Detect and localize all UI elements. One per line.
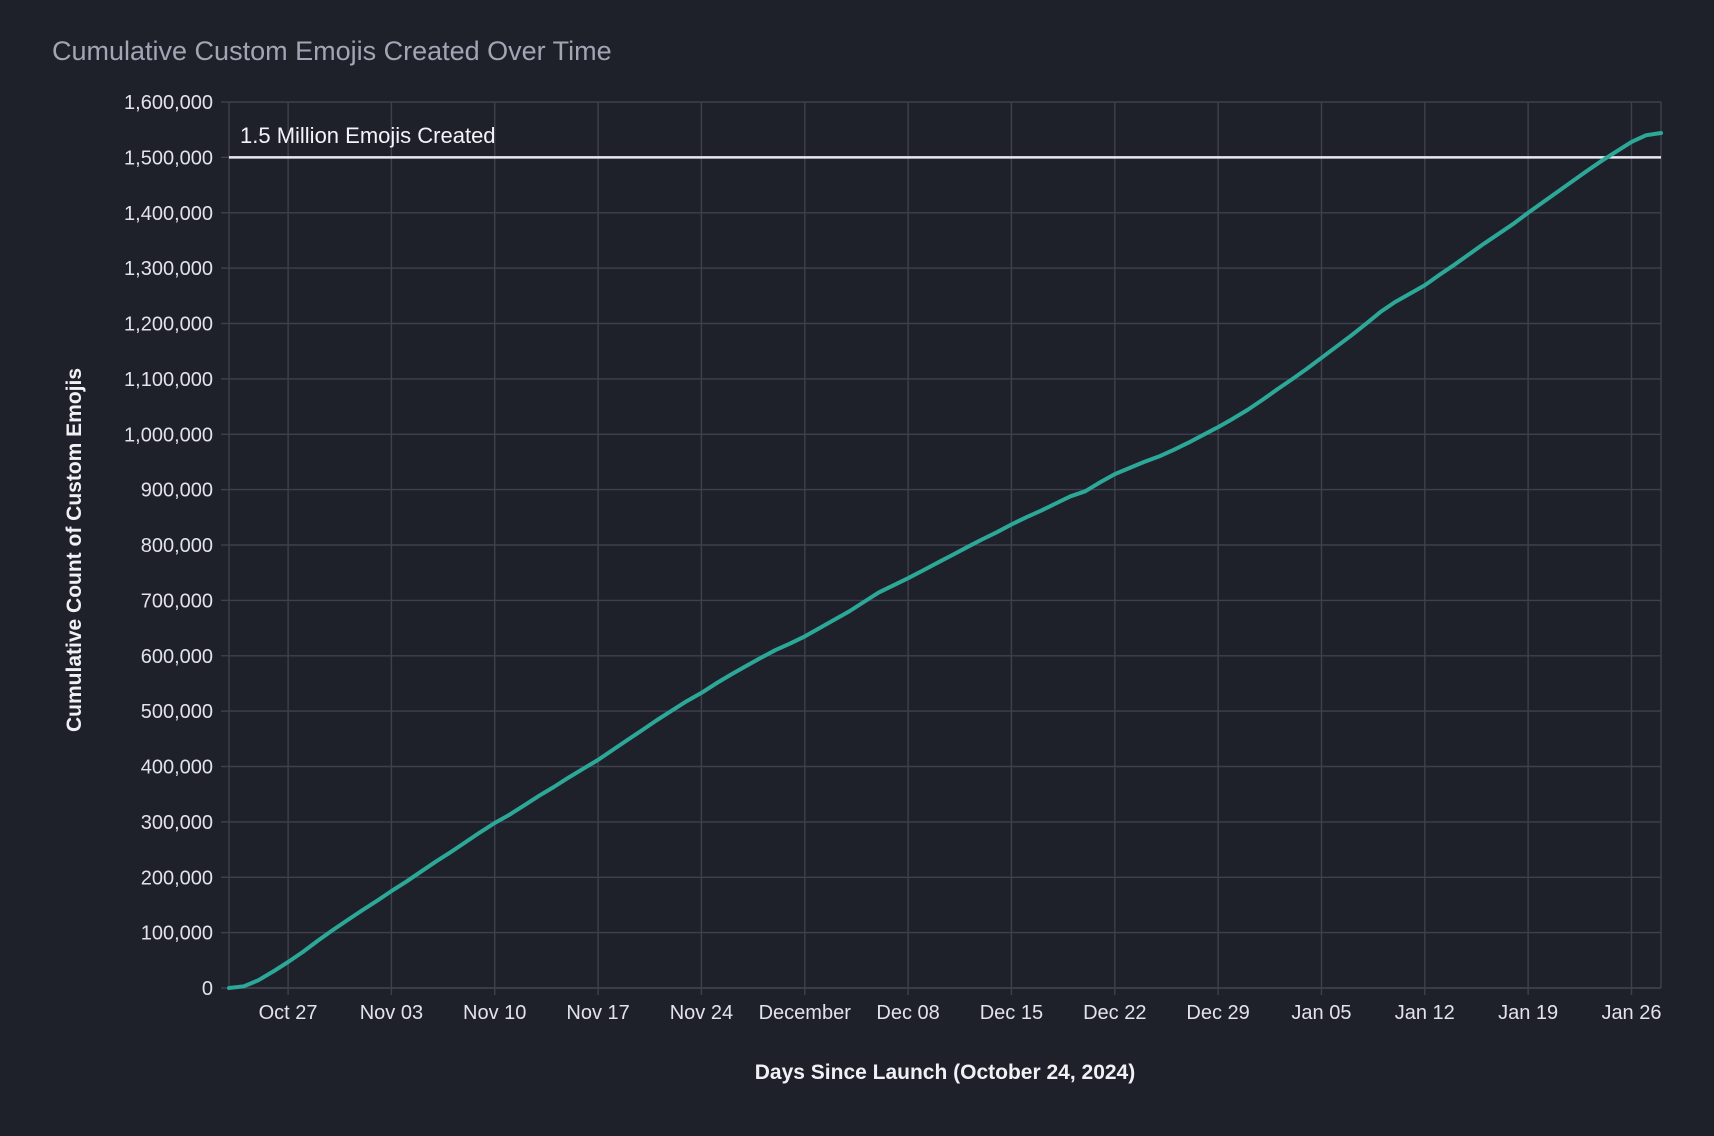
y-tick-label: 1,400,000 <box>124 203 213 225</box>
y-tick-label: 600,000 <box>141 646 213 668</box>
y-tick-label: 900,000 <box>141 480 213 502</box>
x-tick-label: Jan 19 <box>1498 1002 1558 1024</box>
x-tick-label: Jan 12 <box>1395 1002 1455 1024</box>
x-axis-title: Days Since Launch (October 24, 2024) <box>755 1061 1135 1084</box>
y-tick-label: 200,000 <box>141 867 213 889</box>
x-tick-label: Dec 15 <box>980 1002 1043 1024</box>
x-tick-label: Nov 10 <box>463 1002 526 1024</box>
y-tick-label: 800,000 <box>141 535 213 557</box>
x-tick-label: Dec 22 <box>1083 1002 1146 1024</box>
y-tick-label: 500,000 <box>141 701 213 723</box>
y-tick-label: 1,200,000 <box>124 314 213 336</box>
x-tick-label: Dec 29 <box>1186 1002 1249 1024</box>
x-tick-label: Jan 26 <box>1601 1002 1661 1024</box>
y-tick-label: 700,000 <box>141 590 213 612</box>
y-tick-label: 100,000 <box>141 923 213 945</box>
y-tick-label: 300,000 <box>141 812 213 834</box>
y-tick-label: 400,000 <box>141 757 213 779</box>
y-axis-title: Cumulative Count of Custom Emojis <box>63 368 86 732</box>
y-tick-label: 1,300,000 <box>124 258 213 280</box>
x-tick-label: Nov 24 <box>670 1002 733 1024</box>
y-tick-label: 1,500,000 <box>124 147 213 169</box>
x-tick-label: Nov 03 <box>360 1002 423 1024</box>
x-tick-label: Dec 08 <box>876 1002 939 1024</box>
y-tick-label: 1,600,000 <box>124 92 213 114</box>
y-tick-label: 1,000,000 <box>124 424 213 446</box>
y-tick-label: 1,100,000 <box>124 369 213 391</box>
x-tick-label: Oct 27 <box>259 1002 318 1024</box>
chart-title: Cumulative Custom Emojis Created Over Ti… <box>52 36 612 66</box>
data-line <box>227 131 1663 990</box>
x-tick-label: Jan 05 <box>1291 1002 1351 1024</box>
x-tick-label: Nov 17 <box>566 1002 629 1024</box>
plot-area: Oct 27 Nov 03 Nov 10 Nov 17 Nov 24 December De… <box>124 92 1663 1024</box>
y-tick-label: 0 <box>202 978 213 1000</box>
x-tick-label: December <box>759 1002 852 1024</box>
reference-line-annotation: 1.5 Million Emojis Created <box>240 123 496 148</box>
